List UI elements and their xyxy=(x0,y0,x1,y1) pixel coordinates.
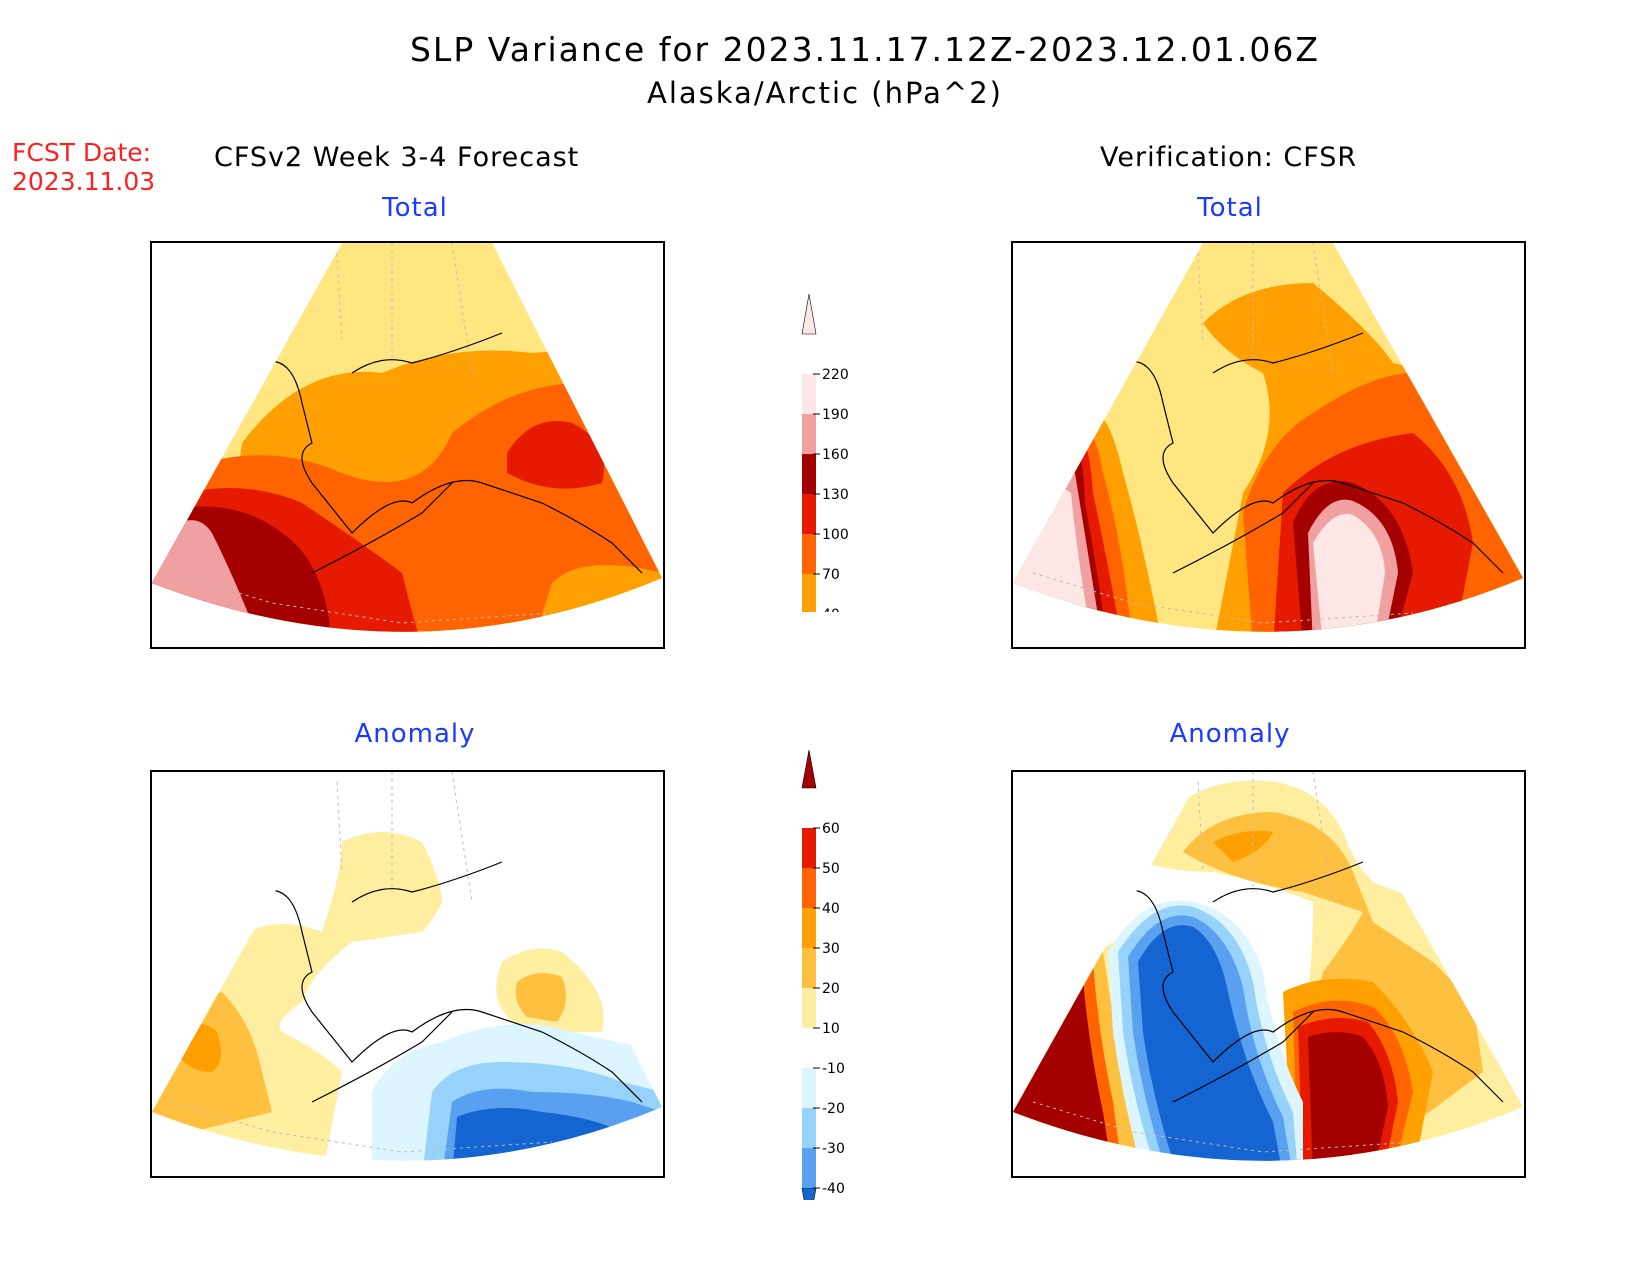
total-colorbar-max-arrow xyxy=(801,293,817,335)
coastline xyxy=(261,332,643,574)
anomaly-colorbar-tick-label: 60 xyxy=(822,821,840,837)
forecast-anomaly-map xyxy=(150,770,665,1178)
forecast-total-map xyxy=(150,241,665,649)
fcst-date-value: 2023.11.03 xyxy=(12,167,156,196)
shade-20-30-east xyxy=(515,973,566,1022)
verification-total-map xyxy=(1011,241,1526,649)
total-colorbar-swatch xyxy=(802,534,816,574)
verification-anomaly-title: Anomaly xyxy=(1169,719,1291,749)
anomaly-colorbar-max-arrow xyxy=(801,750,817,789)
anomaly-colorbar-tick-label: 30 xyxy=(822,941,840,957)
coastline xyxy=(1122,332,1504,574)
main-title: SLP Variance for 2023.11.17.12Z-2023.12.… xyxy=(409,30,1321,69)
total-colorbar-tick-label: 220 xyxy=(822,367,849,383)
verification-total-title: Total xyxy=(1197,193,1263,223)
total-colorbar-tick-label: 160 xyxy=(822,447,849,463)
total-colorbar-swatch xyxy=(802,454,816,494)
shade-130-160-east xyxy=(507,421,604,489)
coastline xyxy=(261,861,643,1103)
anomaly-colorbar-swatch xyxy=(802,988,816,1028)
forecast-total-title: Total xyxy=(382,193,448,223)
anomaly-colorbar-tick-label: -40 xyxy=(822,1181,845,1197)
anomaly-colorbar-tick-label: -30 xyxy=(822,1141,845,1157)
shade-220-plus xyxy=(1313,513,1385,632)
total-colorbar-tick-label: 100 xyxy=(822,527,849,543)
total-colorbar-swatch xyxy=(802,574,816,612)
anomaly-colorbar-swatch xyxy=(802,1068,816,1108)
forecast-anomaly-title: Anomaly xyxy=(354,719,476,749)
anomaly-colorbar-tick-label: 20 xyxy=(822,981,840,997)
total-colorbar-swatch xyxy=(802,494,816,534)
anomaly-colorbar-swatch xyxy=(802,1028,816,1068)
anomaly-colorbar-swatch xyxy=(802,828,816,868)
shade-30-40-north xyxy=(1213,830,1273,862)
anomaly-colorbar: -40 -30 -20 -10 10 20 30 40 50 60 xyxy=(801,750,845,1200)
verification-column-heading: Verification: CFSR xyxy=(1100,142,1358,173)
anomaly-colorbar-tick-label: -20 xyxy=(822,1101,845,1117)
shade-60-plus xyxy=(1308,1032,1388,1161)
main-subtitle: Alaska/Arctic (hPa^2) xyxy=(647,76,1003,110)
anomaly-colorbar-min-arrow xyxy=(801,1187,817,1200)
total-colorbar-swatch xyxy=(802,414,816,454)
total-colorbar-tick-label: 130 xyxy=(822,487,849,503)
coastline xyxy=(1122,861,1504,1103)
forecast-column-heading: CFSv2 Week 3-4 Forecast xyxy=(214,142,580,173)
anomaly-colorbar-swatch xyxy=(802,948,816,988)
total-colorbar-tick-label: 40 xyxy=(822,607,840,612)
anomaly-colorbar-swatch xyxy=(802,868,816,908)
anomaly-colorbar-swatch xyxy=(802,1148,816,1188)
total-colorbar-tick-label: 70 xyxy=(822,567,840,583)
verification-anomaly-map xyxy=(1011,770,1526,1178)
anomaly-colorbar-tick-label: 40 xyxy=(822,901,840,917)
total-colorbar-tick-label: 190 xyxy=(822,407,849,423)
anomaly-colorbar-swatch xyxy=(802,1108,816,1148)
anomaly-colorbar-tick-label: 50 xyxy=(822,861,840,877)
anomaly-colorbar-tick-label: 10 xyxy=(822,1021,840,1037)
total-colorbar: 40 70 100 130 160 190 220 xyxy=(801,293,849,612)
anomaly-colorbar-tick-label: -10 xyxy=(822,1061,845,1077)
fcst-date-label: FCST Date: xyxy=(12,138,152,167)
shade-minus-40 xyxy=(1138,925,1283,1161)
anomaly-colorbar-swatch xyxy=(802,908,816,948)
total-colorbar-swatch xyxy=(802,374,816,414)
